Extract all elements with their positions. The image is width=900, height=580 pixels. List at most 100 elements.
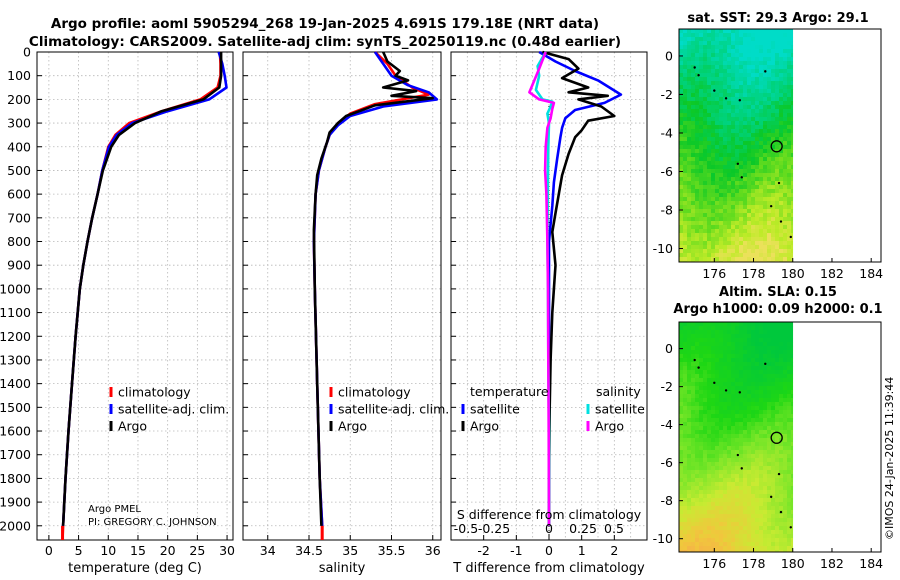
map-cell xyxy=(779,518,784,523)
map-cell xyxy=(687,89,692,94)
map-cell xyxy=(699,402,704,407)
map-cell xyxy=(723,77,728,82)
map-cell xyxy=(751,121,756,126)
map-cell xyxy=(739,430,744,435)
map-cell xyxy=(691,510,696,515)
map-cell xyxy=(695,334,700,339)
map-cell xyxy=(707,169,712,174)
map-cell xyxy=(711,41,716,46)
map-cell xyxy=(723,141,728,146)
map-cell xyxy=(739,133,744,138)
figure-title-line2: Climatology: CARS2009. Satellite-adj cli… xyxy=(29,34,621,50)
map-cell xyxy=(791,326,794,331)
map-cell xyxy=(735,378,740,383)
map-cell xyxy=(747,53,752,58)
map-cell xyxy=(775,458,780,463)
map-cell xyxy=(747,442,752,447)
map-cell xyxy=(783,85,788,90)
map-cell xyxy=(791,354,794,359)
map-cell xyxy=(751,137,756,142)
map-cell xyxy=(711,546,716,551)
map-cell xyxy=(775,141,780,146)
map-cell xyxy=(775,117,780,122)
map-cell xyxy=(691,189,696,194)
map-cell xyxy=(787,430,792,435)
map-cell xyxy=(727,257,732,262)
map-cell xyxy=(723,125,728,130)
map-cell xyxy=(759,241,764,246)
map-cell xyxy=(707,358,712,363)
map-cell xyxy=(695,458,700,463)
map-cell xyxy=(767,225,772,230)
map-cell xyxy=(783,426,788,431)
map-cell xyxy=(711,197,716,202)
map-cell xyxy=(771,498,776,503)
map-cell xyxy=(691,169,696,174)
map-cell xyxy=(755,113,760,118)
map-cell xyxy=(739,450,744,455)
map-cell xyxy=(687,478,692,483)
map-cell xyxy=(763,49,768,54)
map-cell xyxy=(715,406,720,411)
map-cell xyxy=(723,538,728,543)
map-cell xyxy=(771,422,776,427)
map-cell xyxy=(687,205,692,210)
map-cell xyxy=(687,245,692,250)
map-cell xyxy=(723,494,728,499)
map-cell xyxy=(735,37,740,42)
map-cell xyxy=(771,362,776,367)
map-cell xyxy=(699,382,704,387)
map-cell xyxy=(779,153,784,158)
map-cell xyxy=(739,153,744,158)
map-cell xyxy=(751,346,756,351)
map-cell xyxy=(783,526,788,531)
map-cell xyxy=(695,430,700,435)
map-cell xyxy=(727,185,732,190)
map-cell xyxy=(735,346,740,351)
map-cell xyxy=(739,530,744,535)
map-cell xyxy=(791,390,794,395)
map-cell xyxy=(767,101,772,106)
map-cell xyxy=(779,546,784,551)
map-cell xyxy=(787,137,792,142)
map-cell xyxy=(683,245,688,250)
map-cell xyxy=(699,498,704,503)
map-cell xyxy=(687,542,692,547)
map-cell xyxy=(771,97,776,102)
map-cell xyxy=(779,498,784,503)
map-cell xyxy=(695,422,700,427)
x-tick-label: -1 xyxy=(510,543,522,558)
map-cell xyxy=(695,326,700,331)
map-cell xyxy=(687,153,692,158)
map-cell xyxy=(791,181,794,186)
map-cell xyxy=(739,233,744,238)
map-cell xyxy=(743,522,748,527)
map-cell xyxy=(719,350,724,355)
map-cell xyxy=(699,225,704,230)
map-cell xyxy=(679,446,684,451)
map-cell xyxy=(699,97,704,102)
map-cell xyxy=(791,173,794,178)
map-cell xyxy=(751,430,756,435)
map-cell xyxy=(711,101,716,106)
map-cell xyxy=(775,358,780,363)
map-cell xyxy=(683,402,688,407)
map-cell xyxy=(711,237,716,242)
map-cell xyxy=(787,334,792,339)
map-cell xyxy=(779,245,784,250)
map-cell xyxy=(707,430,712,435)
map-cell xyxy=(783,510,788,515)
map-cell xyxy=(751,370,756,375)
map-cell xyxy=(731,153,736,158)
map-cell xyxy=(771,157,776,162)
map-cell xyxy=(735,402,740,407)
map-cell xyxy=(727,450,732,455)
map-cell xyxy=(691,113,696,118)
map-cell xyxy=(691,366,696,371)
map-cell xyxy=(767,330,772,335)
map-cell xyxy=(727,225,732,230)
map-cell xyxy=(699,153,704,158)
map-cell xyxy=(747,97,752,102)
map-cell xyxy=(735,462,740,467)
island-marker xyxy=(697,366,700,369)
